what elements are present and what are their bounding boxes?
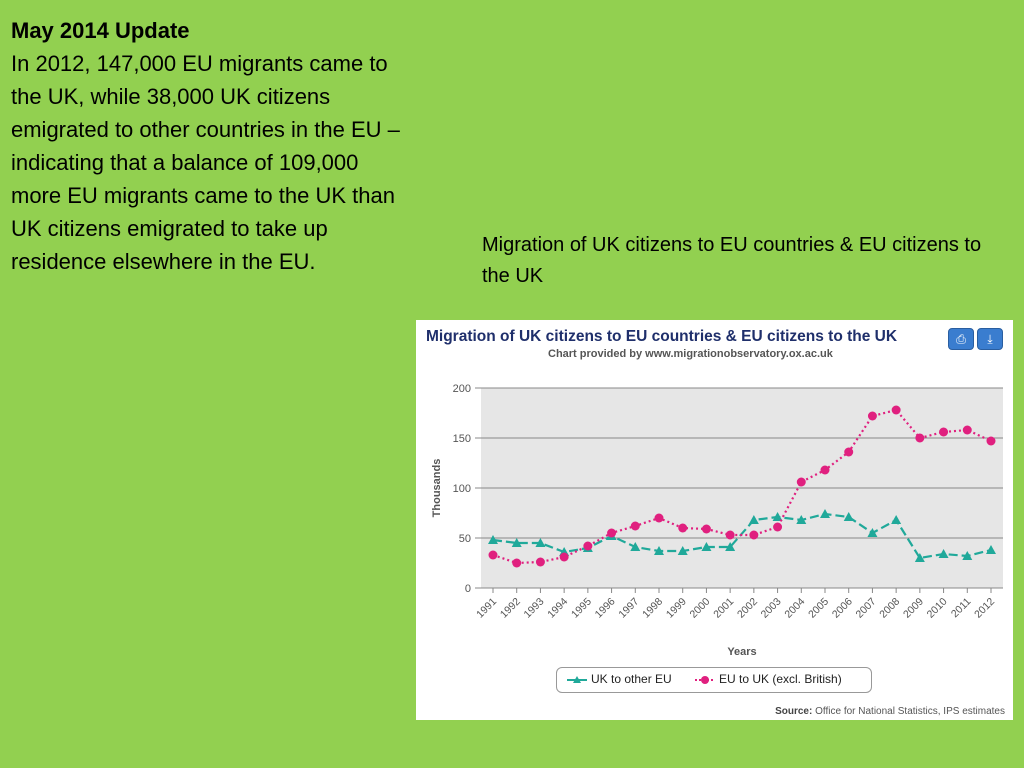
update-text-block: May 2014 Update In 2012, 147,000 EU migr… — [11, 14, 411, 278]
x-tick-label: 2002 — [735, 596, 760, 621]
data-point-uk-to-eu — [488, 535, 498, 544]
data-point-eu-to-uk — [512, 558, 522, 568]
line-chart: 0 50 100 150 200 1991199219931994199519961997… — [431, 383, 1003, 658]
data-point-uk-to-eu — [748, 515, 759, 524]
legend-item-eu-to-uk[interactable]: EU to UK (excl. British) — [695, 672, 842, 686]
legend-label-uk-to-eu: UK to other EU — [591, 672, 672, 686]
x-tick-label: 2007 — [854, 596, 879, 621]
x-tick-label: 2003 — [759, 596, 784, 621]
data-point-uk-to-eu — [772, 512, 783, 521]
x-tick-label: 2001 — [711, 596, 736, 621]
x-tick-label: 1991 — [474, 596, 499, 621]
data-point-eu-to-uk — [725, 530, 735, 540]
data-point-eu-to-uk — [844, 447, 854, 457]
data-point-eu-to-uk — [986, 436, 996, 446]
y-tick-label: 100 — [453, 483, 471, 495]
x-tick-label: 1995 — [569, 596, 594, 621]
x-tick-label: 1994 — [545, 596, 570, 621]
data-point-uk-to-eu — [938, 549, 949, 558]
update-heading: May 2014 Update — [11, 18, 190, 43]
legend-item-uk-to-eu[interactable]: UK to other EU — [567, 672, 672, 686]
data-point-uk-to-eu — [986, 545, 996, 554]
y-tick-label: 150 — [453, 433, 471, 445]
legend-swatch-triangle — [567, 675, 587, 683]
x-tick-label: 1992 — [498, 596, 523, 621]
y-tick-label: 200 — [453, 383, 471, 395]
data-point-eu-to-uk — [891, 405, 901, 415]
y-axis-title: Thousands — [431, 459, 443, 518]
data-point-uk-to-eu — [796, 515, 807, 524]
x-tick-label: 1996 — [593, 596, 618, 621]
legend-swatch-circle — [695, 675, 715, 684]
data-point-uk-to-eu — [630, 542, 641, 551]
data-point-eu-to-uk — [583, 541, 593, 551]
download-icon: ⤓ — [987, 332, 993, 346]
data-point-uk-to-eu — [891, 515, 902, 524]
data-point-eu-to-uk — [867, 411, 877, 421]
y-tick-label: 50 — [459, 533, 471, 545]
data-point-eu-to-uk — [820, 465, 830, 475]
data-point-eu-to-uk — [488, 550, 498, 560]
data-point-eu-to-uk — [773, 522, 783, 532]
data-point-uk-to-eu — [654, 546, 664, 555]
data-point-uk-to-eu — [511, 538, 522, 547]
series-line-1 — [492, 408, 992, 565]
source-text: Office for National Statistics, IPS esti… — [815, 706, 1005, 717]
chart-subtitle: Chart provided by www.migrationobservato… — [548, 348, 833, 360]
x-tick-label: 1999 — [664, 596, 689, 621]
data-point-eu-to-uk — [939, 427, 949, 437]
download-button[interactable]: ⤓ — [977, 328, 1003, 350]
chart-caption: Migration of UK citizens to EU countries… — [482, 234, 982, 287]
data-point-eu-to-uk — [701, 524, 711, 534]
x-tick-label: 2009 — [901, 596, 926, 621]
data-point-eu-to-uk — [915, 433, 925, 443]
x-tick-label: 2012 — [972, 596, 997, 621]
legend-label-eu-to-uk: EU to UK (excl. British) — [719, 672, 842, 686]
x-tick-label: 2010 — [925, 596, 950, 621]
data-point-eu-to-uk — [630, 521, 640, 531]
data-point-uk-to-eu — [962, 551, 973, 560]
source-label: Source: — [775, 706, 813, 717]
x-tick-label: 1998 — [640, 596, 665, 621]
data-point-eu-to-uk — [535, 557, 545, 567]
data-point-uk-to-eu — [725, 542, 736, 551]
update-body: In 2012, 147,000 EU migrants came to the… — [11, 51, 400, 274]
data-point-eu-to-uk — [749, 530, 759, 540]
x-axis-title: Years — [727, 646, 756, 658]
data-point-uk-to-eu — [701, 542, 712, 551]
print-button[interactable]: ⎙ — [948, 328, 974, 350]
y-tick-label: 0 — [465, 583, 471, 595]
data-point-eu-to-uk — [654, 513, 664, 523]
x-tick-label: 2008 — [877, 596, 902, 621]
data-point-eu-to-uk — [607, 528, 617, 538]
data-point-eu-to-uk — [678, 523, 688, 533]
data-point-eu-to-uk — [796, 477, 806, 487]
x-tick-label: 2006 — [830, 596, 855, 621]
data-point-uk-to-eu — [867, 528, 878, 537]
data-point-eu-to-uk — [962, 425, 972, 435]
data-point-uk-to-eu — [535, 538, 546, 547]
data-point-eu-to-uk — [559, 552, 569, 562]
x-tick-label: 2011 — [949, 596, 974, 621]
x-tick-label: 1997 — [616, 596, 641, 621]
chart-source: Source: Office for National Statistics, … — [775, 706, 1005, 717]
data-point-uk-to-eu — [914, 553, 925, 562]
data-point-uk-to-eu — [843, 512, 854, 521]
x-tick-label: 2005 — [806, 596, 831, 621]
series-line-0 — [492, 512, 992, 560]
x-tick-label: 1993 — [522, 596, 547, 621]
x-tick-label: 2004 — [782, 596, 807, 621]
chart-title: Migration of UK citizens to EU countries… — [426, 328, 898, 345]
data-point-uk-to-eu — [677, 546, 688, 555]
chart-panel: Migration of UK citizens to EU countries… — [416, 320, 1013, 720]
x-tick-label: 2000 — [688, 596, 713, 621]
chart-legend: UK to other EU EU to UK (excl. British) — [556, 667, 872, 693]
data-point-uk-to-eu — [820, 509, 830, 518]
print-icon: ⎙ — [956, 332, 966, 346]
